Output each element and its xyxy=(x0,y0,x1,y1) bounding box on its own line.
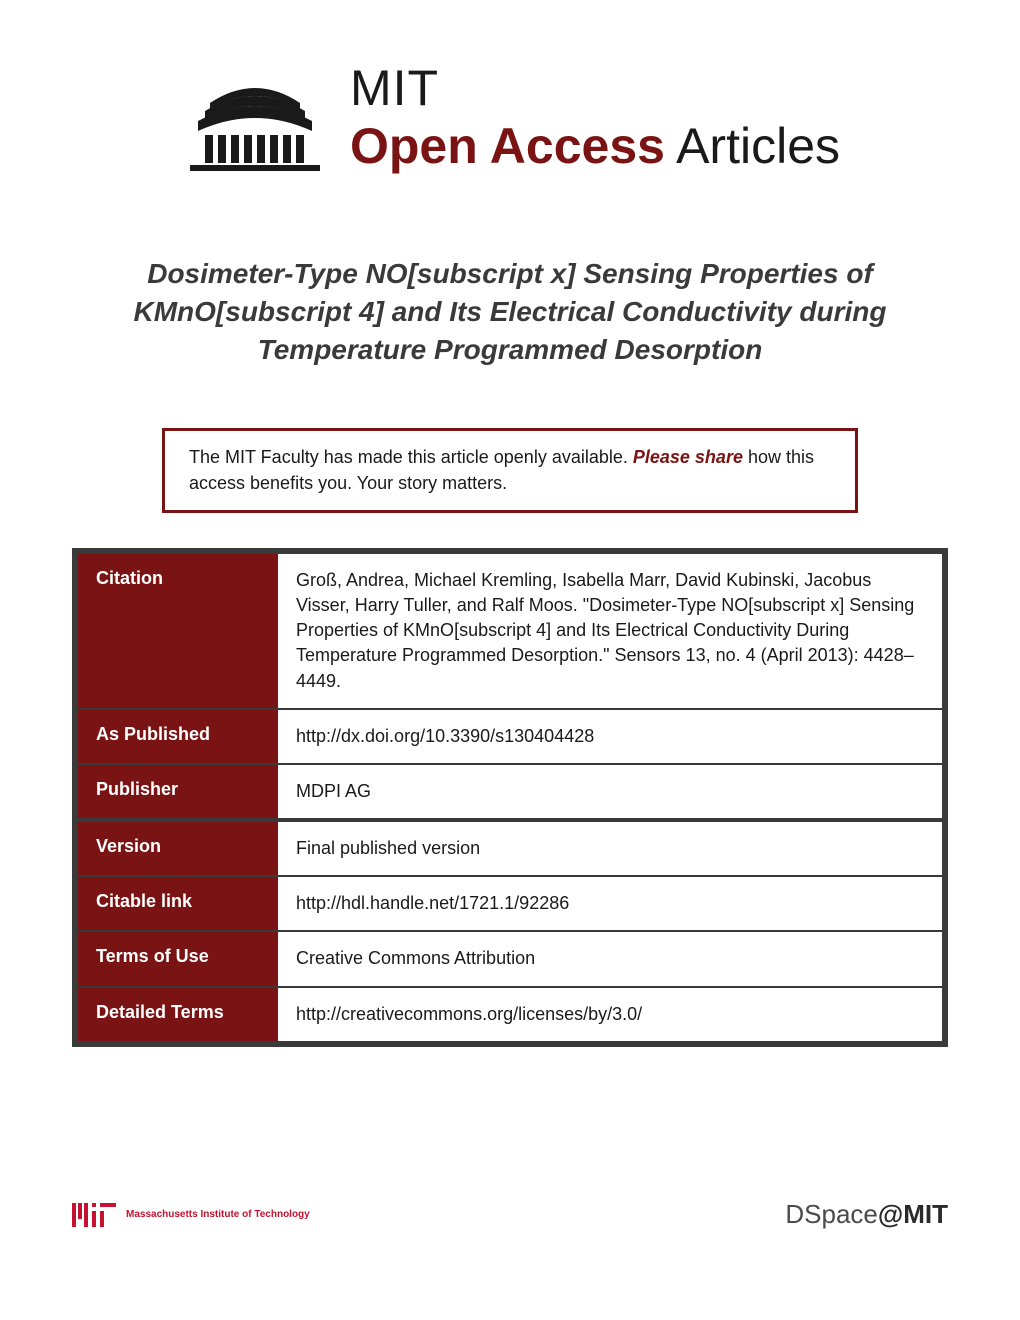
page-footer: Massachusetts Institute of Technology DS… xyxy=(72,1199,948,1230)
value-as-published[interactable]: http://dx.doi.org/10.3390/s130404428 xyxy=(278,708,942,763)
table-row: Publisher MDPI AG xyxy=(78,763,942,818)
page-header: MIT Open Access Articles xyxy=(72,60,948,175)
share-pre-text: The MIT Faculty has made this article op… xyxy=(189,447,633,467)
article-title: Dosimeter-Type NO[subscript x] Sensing P… xyxy=(120,255,900,368)
mit-logo-icon xyxy=(72,1203,116,1227)
footer-left: Massachusetts Institute of Technology xyxy=(72,1203,310,1227)
value-citable-link[interactable]: http://hdl.handle.net/1721.1/92286 xyxy=(278,875,942,930)
table-row: Citable link http://hdl.handle.net/1721.… xyxy=(78,875,942,930)
value-publisher: MDPI AG xyxy=(278,763,942,818)
label-terms: Terms of Use xyxy=(78,930,278,985)
label-version: Version xyxy=(78,818,278,875)
value-version: Final published version xyxy=(278,818,942,875)
mit-full-name: Massachusetts Institute of Technology xyxy=(126,1209,310,1220)
label-citable-link: Citable link xyxy=(78,875,278,930)
label-as-published: As Published xyxy=(78,708,278,763)
header-subtitle: Open Access Articles xyxy=(350,118,840,176)
value-citation: Groß, Andrea, Michael Kremling, Isabella… xyxy=(278,554,942,708)
please-share-link[interactable]: Please share xyxy=(633,447,743,467)
building-dome-icon xyxy=(180,63,330,173)
header-title: MIT Open Access Articles xyxy=(350,60,840,175)
value-terms: Creative Commons Attribution xyxy=(278,930,942,985)
share-callout: The MIT Faculty has made this article op… xyxy=(162,428,858,512)
table-row: As Published http://dx.doi.org/10.3390/s… xyxy=(78,708,942,763)
dspace-at: @ xyxy=(878,1199,903,1229)
dspace-mit: MIT xyxy=(903,1199,948,1229)
dspace-text: DSpace xyxy=(785,1199,878,1229)
open-access-text: Open Access xyxy=(350,118,665,174)
articles-text: Articles xyxy=(665,118,840,174)
header-mit: MIT xyxy=(350,60,840,118)
table-row: Terms of Use Creative Commons Attributio… xyxy=(78,930,942,985)
table-row: Version Final published version xyxy=(78,818,942,875)
label-publisher: Publisher xyxy=(78,763,278,818)
table-row: Citation Groß, Andrea, Michael Kremling,… xyxy=(78,554,942,708)
dspace-logo: DSpace@MIT xyxy=(785,1199,948,1230)
metadata-table: Citation Groß, Andrea, Michael Kremling,… xyxy=(72,548,948,1047)
label-detailed-terms: Detailed Terms xyxy=(78,986,278,1041)
label-citation: Citation xyxy=(78,554,278,708)
table-row: Detailed Terms http://creativecommons.or… xyxy=(78,986,942,1041)
value-detailed-terms[interactable]: http://creativecommons.org/licenses/by/3… xyxy=(278,986,942,1041)
